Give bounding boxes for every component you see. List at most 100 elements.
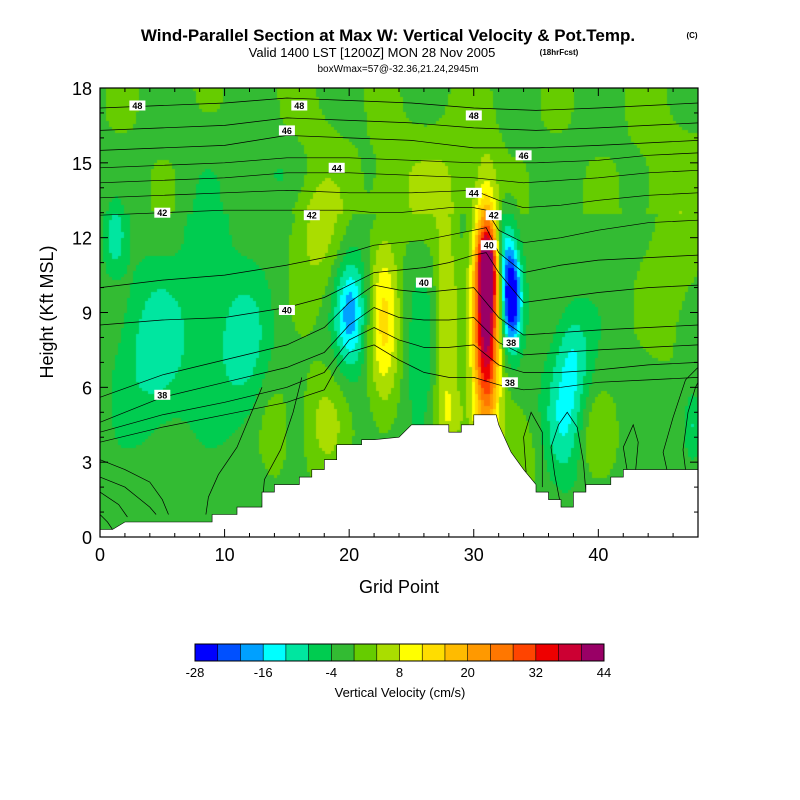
colorbar-swatch	[331, 644, 355, 661]
contour-label-box	[465, 187, 482, 198]
colorbar-tick-label: 44	[597, 665, 611, 680]
title-mark: (C)	[686, 31, 697, 40]
colorbar-tick-label: -28	[186, 665, 205, 680]
isentrope-line	[99, 307, 699, 423]
colorbar-swatch	[422, 644, 446, 661]
contour-label-text: 46	[282, 126, 292, 136]
subtitle-mark: (18hrFcst)	[540, 48, 579, 57]
contour-label-text: 42	[157, 208, 167, 218]
contour-label-box	[480, 240, 497, 251]
contour-label-text: 40	[484, 241, 494, 251]
x-tick-label: 10	[215, 545, 235, 565]
contour-label: 44	[328, 162, 345, 173]
isentrope-contours	[99, 97, 699, 530]
colorbar-swatch	[467, 644, 491, 661]
y-tick-label: 9	[82, 304, 92, 324]
contour-label: 48	[465, 110, 482, 121]
plot-area: 48 48 48 46 46 44 44 42 42 42 40 40 40 38 38 38	[99, 87, 699, 538]
isentrope-line	[550, 411, 587, 508]
y-tick-label: 3	[82, 453, 92, 473]
contour-label: 40	[480, 240, 497, 251]
contour-label-box	[515, 150, 532, 161]
colorbar-swatch	[217, 644, 241, 661]
x-tick-label: 40	[588, 545, 608, 565]
isentrope-line	[99, 476, 157, 515]
colorbar-swatch	[558, 644, 582, 661]
isentrope-line	[99, 169, 699, 184]
colorbar-tick-label: 32	[529, 665, 543, 680]
isentrope-line	[662, 367, 699, 470]
contour-label-text: 44	[469, 188, 479, 198]
contour-label-box	[465, 110, 482, 121]
contour-label-text: 38	[506, 338, 516, 348]
contour-label-text: 38	[157, 390, 167, 400]
x-tick-label: 20	[339, 545, 359, 565]
isentrope-line	[622, 423, 639, 470]
y-tick-label: 12	[72, 229, 92, 249]
y-axis-title: Height (Kft MSL)	[37, 245, 57, 378]
contour-label-box	[129, 100, 146, 111]
contour-label-box	[503, 337, 520, 348]
contour-label: 46	[278, 125, 295, 136]
contour-label-text: 48	[132, 101, 142, 111]
contour-labels: 48 48 48 46 46 44 44 42 42 42 40 40 40 38 38 38	[129, 100, 532, 400]
contour-label-box	[154, 207, 171, 218]
colorbar-swatch	[263, 644, 287, 661]
contour-label: 40	[415, 277, 432, 288]
isentrope-line	[99, 152, 699, 169]
colorbar-swatch	[240, 644, 264, 661]
y-axis: 0 3 6 9 12 15 18	[72, 79, 698, 548]
terrain-mask	[99, 414, 699, 538]
contour-label-text: 42	[489, 211, 499, 221]
contour-label-text: 42	[307, 211, 317, 221]
contour-label: 38	[503, 337, 520, 348]
contour-label: 48	[129, 100, 146, 111]
contour-label-box	[501, 377, 518, 388]
isentrope-line	[99, 207, 699, 244]
x-axis-title: Grid Point	[359, 577, 439, 597]
chart-subtitle-2: boxWmax=57@-32.36,21.24,2945m	[317, 64, 478, 75]
contour-label: 44	[465, 187, 482, 198]
contour-label-text: 48	[294, 101, 304, 111]
isentrope-line	[99, 117, 699, 131]
contour-label-box	[154, 389, 171, 400]
colorbar-tick-label: 8	[396, 665, 403, 680]
contour-label: 40	[278, 305, 295, 316]
colorbar-swatch	[581, 644, 605, 661]
colorbar-swatch	[354, 644, 378, 661]
x-tick-label: 30	[464, 545, 484, 565]
chart-subtitle: Valid 1400 LST [1200Z] MON 28 Nov 2005	[249, 45, 496, 60]
isentrope-line	[99, 514, 113, 530]
y-tick-label: 6	[82, 378, 92, 398]
colorbar-swatch	[376, 644, 400, 661]
contour-label-box	[328, 162, 345, 173]
colorbar-tick-label: 20	[460, 665, 474, 680]
colorbar-swatch	[195, 644, 219, 661]
isentrope-line	[99, 491, 128, 518]
y-tick-label: 18	[72, 79, 92, 99]
isentrope-line	[523, 411, 543, 488]
isentrope-line	[99, 459, 169, 515]
isentrope-line	[99, 97, 699, 111]
contour-label-box	[485, 210, 502, 221]
contour-label: 46	[515, 150, 532, 161]
colorbar-frame	[194, 643, 605, 662]
contour-label-text: 40	[419, 278, 429, 288]
chart-title: Wind-Parallel Section at Max W: Vertical…	[141, 26, 635, 45]
contour-label: 48	[291, 100, 308, 111]
isentrope-line	[99, 252, 699, 326]
contour-label: 42	[485, 210, 502, 221]
isentrope-line	[99, 344, 699, 443]
colorbar-swatch	[513, 644, 537, 661]
contour-label-text: 38	[505, 378, 515, 388]
x-axis: 0 10 20 30 40	[95, 88, 699, 565]
contour-label-text: 40	[282, 306, 292, 316]
colorbar-swatch	[535, 644, 559, 661]
contour-label-box	[278, 125, 295, 136]
isentrope-line	[99, 227, 699, 288]
colorbar-tick-label: -16	[254, 665, 273, 680]
isentrope-line	[261, 377, 303, 508]
colorbar: -28 -16 -4 8 20 32 44	[186, 643, 611, 680]
contour-label: 42	[303, 210, 320, 221]
